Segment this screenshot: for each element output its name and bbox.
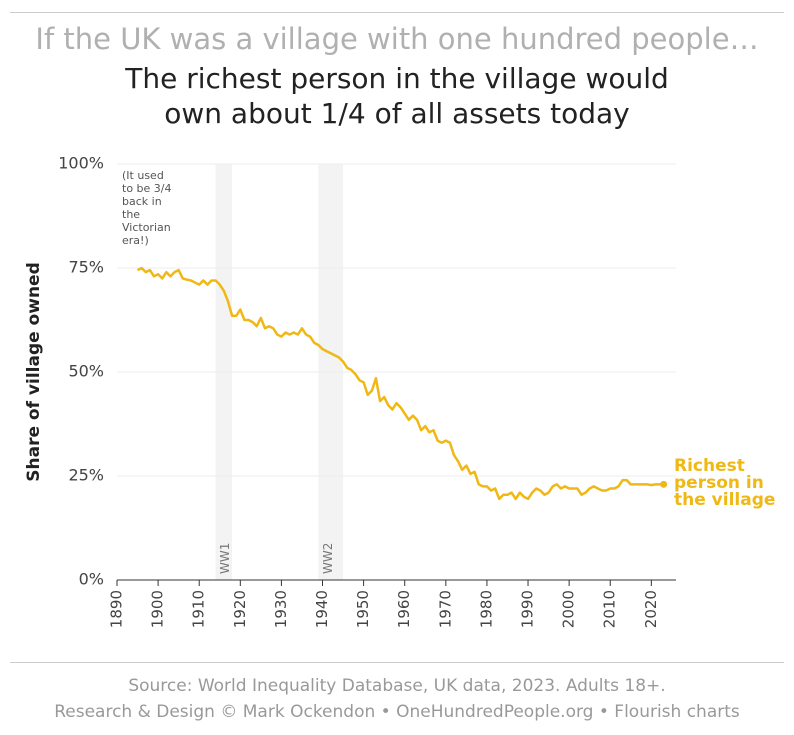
- x-tick-label: 1900: [149, 590, 167, 628]
- end-point: [660, 480, 668, 488]
- x-tick-label: 1940: [313, 590, 331, 628]
- x-tick-label: 1990: [519, 590, 537, 628]
- footer-credit: Research & Design © Mark Ockendon • OneH…: [54, 702, 740, 722]
- bottom-rule: [10, 662, 784, 663]
- y-axis-label: Share of village owned: [24, 262, 44, 481]
- annotation: (It used: [122, 169, 164, 182]
- x-tick-label: 2020: [642, 590, 660, 628]
- x-tick-label: 1910: [190, 590, 208, 628]
- x-tick-label: 1980: [477, 590, 495, 628]
- subtitle: The richest person in the village would: [125, 62, 669, 95]
- chart: WW1 WW2 0% 25% 50% 75% 100% 1890 1900 1910 1920 193…: [24, 154, 676, 628]
- x-tick-label: 1890: [108, 590, 126, 628]
- title: If the UK was a village with one hundred…: [35, 22, 759, 56]
- x-tick-label: 1930: [272, 590, 290, 628]
- series-label: Richest person in the village: [674, 456, 776, 510]
- band-label: WW2: [321, 543, 335, 574]
- subtitle: own about 1/4 of all assets today: [164, 97, 630, 130]
- annotation: back in: [122, 195, 162, 208]
- annotation: to be 3/4: [122, 182, 172, 195]
- x-tick-label: 1960: [395, 590, 413, 628]
- y-tick-label: 0%: [79, 570, 104, 589]
- annotation: the: [122, 208, 140, 221]
- series-line: [136, 266, 664, 501]
- band-label: WW1: [218, 543, 232, 574]
- x-tick-label: 2000: [560, 590, 578, 628]
- x-tick-label: 1920: [231, 590, 249, 628]
- y-tick-label: 100%: [58, 154, 104, 173]
- annotation: Victorian: [122, 221, 171, 234]
- annotation: era!): [122, 234, 149, 247]
- x-tick-label: 1950: [354, 590, 372, 628]
- x-tick-label: 2010: [601, 590, 619, 628]
- y-tick-label: 25%: [68, 466, 104, 485]
- footer-source: Source: World Inequality Database, UK da…: [128, 676, 666, 696]
- y-tick-label: 50%: [68, 362, 104, 381]
- y-tick-label: 75%: [68, 258, 104, 277]
- x-tick-label: 1970: [436, 590, 454, 628]
- top-rule: [10, 12, 784, 13]
